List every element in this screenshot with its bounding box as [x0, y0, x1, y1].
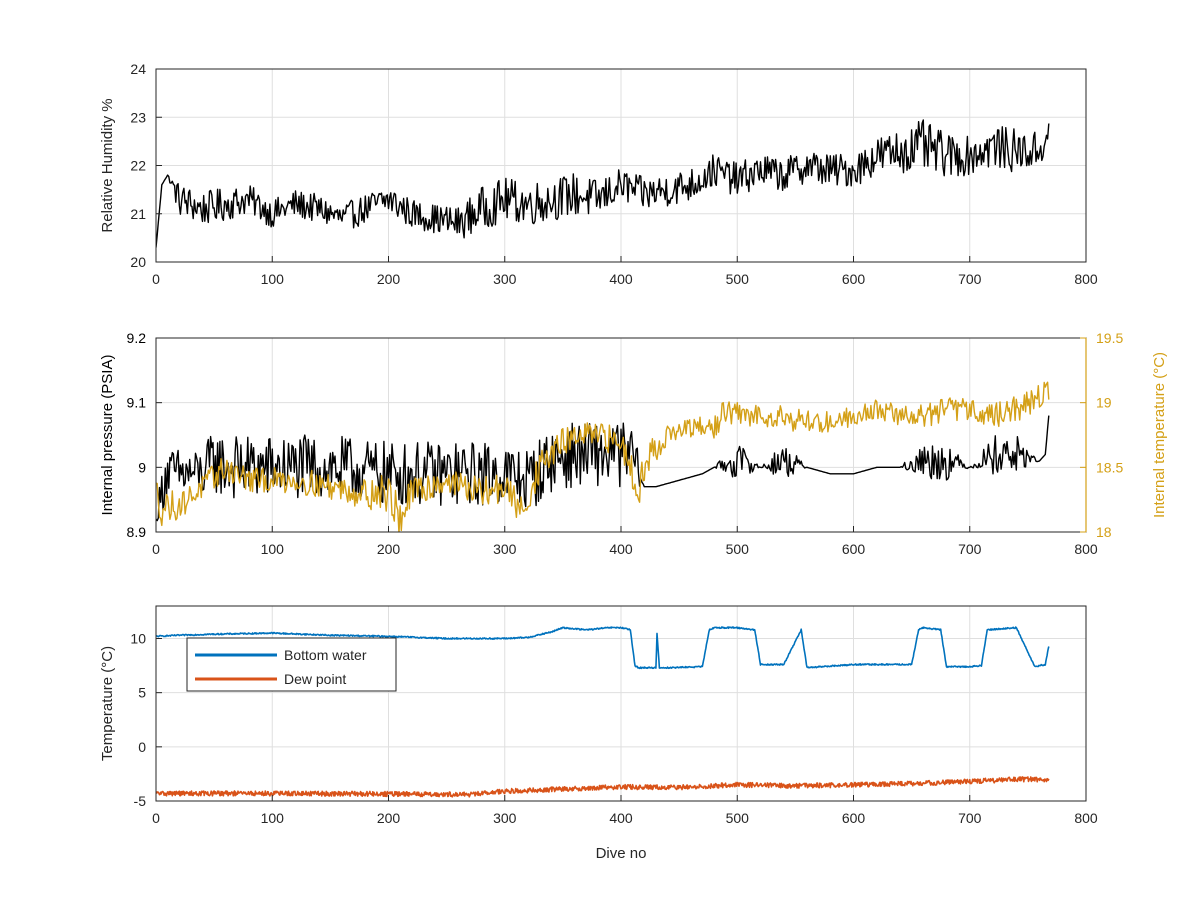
legend: Bottom water Dew point [186, 637, 397, 692]
y-tick-label: 21 [130, 206, 146, 222]
legend-label: Dew point [284, 671, 346, 687]
x-tick-label: 700 [958, 271, 982, 287]
y-axis-label: Temperature (°C) [99, 646, 116, 761]
series-line-1 [156, 119, 1050, 248]
series-line-1 [156, 626, 1050, 670]
y-tick-label: -5 [134, 793, 147, 809]
y-tick-label: 9 [138, 459, 146, 475]
x-tick-label: 0 [152, 271, 160, 287]
x-tick-label: 200 [377, 271, 401, 287]
y-tick-label: 5 [138, 685, 146, 701]
y-right-tick-label: 19.5 [1096, 330, 1123, 346]
y-axis-label: Internal pressure (PSIA) [99, 355, 116, 516]
y-tick-label: 20 [130, 254, 146, 270]
series-line-2 [156, 381, 1050, 532]
x-tick-label: 800 [1074, 271, 1098, 287]
x-tick-label: 300 [493, 271, 517, 287]
y-right-tick-label: 19 [1096, 395, 1112, 411]
x-tick-label: 500 [726, 271, 750, 287]
x-tick-label: 600 [842, 810, 866, 826]
chart-panel-3: 0 100 200 300 400 500 600 700 800 -5 0 5 10 Temperatu… [99, 605, 1098, 862]
series-line-1 [156, 415, 1050, 522]
x-tick-label: 500 [726, 541, 750, 557]
y-tick-label: 22 [130, 158, 146, 174]
y-tick-label: 8.9 [127, 524, 147, 540]
x-tick-label: 0 [152, 810, 160, 826]
series-line-2 [156, 776, 1050, 798]
y-axis-right-label: Internal temperature (°C) [1151, 352, 1168, 518]
y-tick-label: 0 [138, 739, 146, 755]
y-right-tick-label: 18.5 [1096, 459, 1123, 475]
x-tick-label: 300 [493, 810, 517, 826]
y-tick-label: 24 [130, 61, 146, 77]
x-tick-label: 100 [261, 271, 285, 287]
x-tick-label: 600 [842, 541, 866, 557]
y-tick-label: 23 [130, 109, 146, 125]
x-tick-label: 700 [958, 541, 982, 557]
y-tick-label: 9.2 [127, 330, 147, 346]
x-tick-label: 600 [842, 271, 866, 287]
x-tick-label: 400 [609, 810, 633, 826]
x-tick-label: 800 [1074, 541, 1098, 557]
x-tick-label: 400 [609, 271, 633, 287]
x-tick-label: 800 [1074, 810, 1098, 826]
y-tick-label: 10 [130, 631, 146, 647]
x-axis-label: Dive no [596, 845, 647, 862]
x-tick-label: 100 [261, 541, 285, 557]
x-tick-label: 100 [261, 810, 285, 826]
x-tick-label: 200 [377, 541, 401, 557]
y-right-tick-label: 18 [1096, 524, 1112, 540]
chart-panel-1: 0 100 200 300 400 500 600 700 800 20 21 22 23 24 Relat… [99, 61, 1098, 287]
x-tick-label: 0 [152, 541, 160, 557]
x-tick-label: 700 [958, 810, 982, 826]
x-tick-label: 500 [726, 810, 750, 826]
legend-box [186, 637, 397, 692]
chart-panel-2: 0 100 200 300 400 500 600 700 800 8.9 9 9.1 9.2 18 18.… [99, 330, 1168, 557]
legend-label: Bottom water [284, 647, 367, 663]
y-tick-label: 9.1 [127, 395, 147, 411]
x-tick-label: 400 [609, 541, 633, 557]
x-tick-label: 200 [377, 810, 401, 826]
y-axis-label: Relative Humidity % [99, 98, 116, 232]
x-tick-label: 300 [493, 541, 517, 557]
